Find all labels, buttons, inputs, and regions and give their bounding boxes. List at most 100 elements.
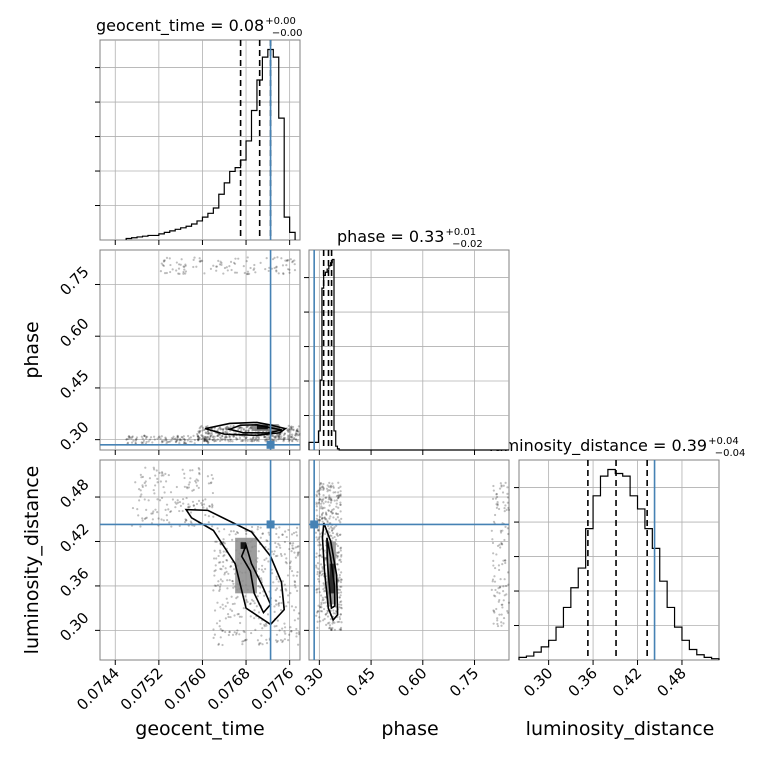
sample-point — [207, 521, 210, 524]
sample-point — [316, 490, 319, 493]
sample-point — [293, 609, 296, 612]
sample-point — [177, 263, 181, 266]
sample-point — [339, 546, 343, 549]
sample-point — [507, 601, 511, 604]
sample-point — [297, 617, 300, 620]
sample-point — [212, 435, 215, 438]
sample-point — [503, 578, 506, 581]
sample-point — [227, 615, 230, 619]
sample-point — [283, 622, 286, 625]
sample-point — [193, 439, 196, 442]
grid-lines — [519, 460, 719, 660]
sample-point — [337, 481, 340, 484]
sample-point — [169, 510, 172, 514]
sample-point — [225, 426, 228, 429]
sample-point — [245, 260, 248, 263]
sample-point — [319, 498, 322, 501]
sample-point — [282, 272, 285, 275]
sample-point — [289, 427, 293, 430]
sample-point — [132, 439, 135, 442]
sample-point — [225, 435, 228, 439]
sample-point — [141, 484, 144, 487]
sample-point — [143, 498, 146, 501]
sample-point — [229, 438, 232, 441]
sample-point — [273, 436, 276, 439]
sample-point — [277, 580, 280, 583]
sample-point — [226, 601, 229, 604]
sample-point — [222, 428, 225, 432]
sample-point — [340, 585, 343, 588]
sample-point — [245, 272, 249, 276]
sample-point — [160, 474, 163, 477]
x-tick-label: 0.75 — [446, 664, 482, 700]
sample-point — [231, 579, 234, 583]
sample-point — [160, 262, 163, 265]
sample-point — [335, 555, 339, 558]
sample-point — [316, 626, 319, 630]
sample-point — [258, 642, 261, 645]
sample-point — [339, 626, 343, 629]
title-main: geocent_time = 0.08 — [96, 16, 264, 36]
sample-point — [160, 435, 163, 438]
sample-point — [257, 611, 261, 614]
sample-point — [323, 583, 326, 586]
sample-point — [258, 591, 262, 595]
sample-point — [329, 510, 333, 513]
sample-point — [325, 512, 328, 515]
sample-point — [331, 531, 335, 535]
sample-point — [156, 437, 159, 440]
sample-point — [163, 259, 166, 262]
sample-point — [158, 471, 161, 474]
sample-point — [140, 476, 143, 479]
sample-point — [221, 643, 224, 647]
sample-point — [295, 429, 298, 432]
sample-point — [267, 269, 270, 273]
sample-point — [225, 597, 228, 600]
sample-point — [321, 486, 324, 489]
y-tick-label: 0.60 — [56, 314, 92, 350]
sample-point — [329, 618, 332, 621]
sample-point — [215, 269, 218, 272]
sample-point — [229, 615, 232, 619]
sample-point — [245, 638, 248, 641]
sample-point — [337, 494, 340, 497]
sample-point — [286, 434, 290, 437]
sample-point — [232, 582, 235, 585]
sample-point — [333, 526, 336, 529]
sample-point — [214, 569, 217, 572]
sample-point — [161, 472, 164, 475]
sample-point — [153, 435, 156, 438]
sample-point — [211, 491, 215, 495]
sample-point — [240, 615, 243, 618]
sample-point — [292, 531, 296, 535]
sample-point — [235, 531, 239, 534]
sample-point — [235, 631, 238, 635]
sample-point — [235, 633, 238, 636]
sample-point — [321, 570, 324, 573]
sample-point — [145, 516, 148, 519]
sample-point — [296, 545, 299, 548]
sample-point — [336, 555, 340, 558]
sample-point — [288, 271, 291, 274]
sample-point — [298, 434, 301, 437]
sample-point — [506, 571, 510, 574]
sample-point — [504, 559, 507, 562]
sample-point — [267, 531, 270, 534]
sample-point — [224, 439, 227, 442]
sample-point — [189, 511, 193, 514]
sample-point — [339, 490, 342, 493]
sample-point — [176, 438, 179, 441]
panel-frame — [99, 249, 301, 451]
sample-point — [260, 634, 263, 637]
sample-point — [130, 441, 134, 444]
sample-point — [339, 533, 342, 536]
sample-point — [297, 633, 301, 636]
sample-point — [176, 434, 179, 437]
sample-point — [339, 547, 342, 550]
sample-point — [200, 434, 203, 437]
sample-point — [297, 631, 301, 634]
title-main: phase = 0.33 — [337, 227, 444, 246]
sample-point — [287, 268, 290, 271]
sample-point — [496, 617, 499, 620]
sample-point — [328, 621, 331, 624]
